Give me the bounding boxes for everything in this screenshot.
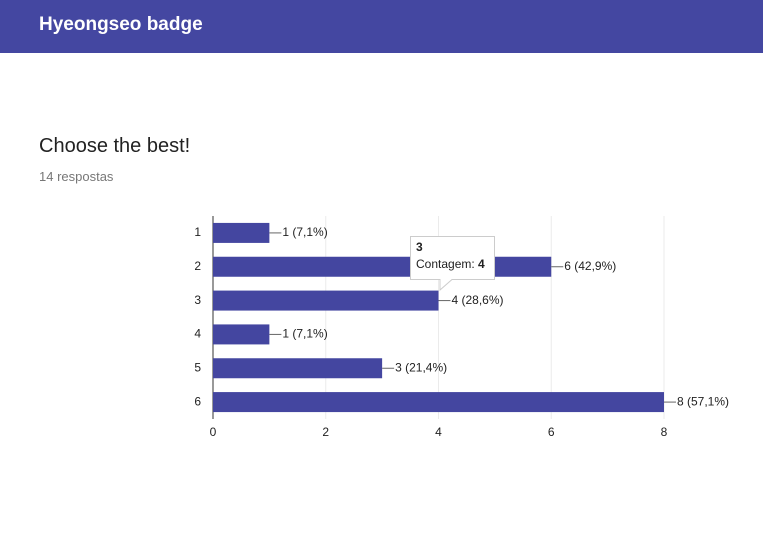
value-label: 6 (42,9%) <box>564 259 616 273</box>
y-tick-label: 6 <box>194 394 201 408</box>
question-title: Choose the best! <box>39 135 191 157</box>
header-title: Hyeongseo badge <box>39 14 203 35</box>
value-label: 8 (57,1%) <box>677 394 729 408</box>
bar <box>213 392 664 413</box>
bar <box>213 256 552 277</box>
value-label: 3 (21,4%) <box>395 360 447 374</box>
x-tick-label: 4 <box>435 425 442 439</box>
x-tick-label: 6 <box>548 425 555 439</box>
response-count: 14 respostas <box>39 169 114 184</box>
y-tick-label: 5 <box>194 360 201 374</box>
x-tick-label: 8 <box>661 425 668 439</box>
tooltip: 3 Contagem: 4 <box>410 236 495 292</box>
header: Hyeongseo badge <box>0 0 763 53</box>
bar <box>213 358 383 379</box>
y-tick-label: 2 <box>194 259 201 273</box>
y-tick-label: 1 <box>194 225 201 239</box>
bar <box>213 324 270 345</box>
bar <box>213 222 270 243</box>
tooltip-value: 4 <box>478 257 485 271</box>
y-tick-label: 4 <box>194 327 201 341</box>
value-label: 1 (7,1%) <box>282 225 327 239</box>
x-tick-label: 0 <box>210 425 217 439</box>
value-label: 1 (7,1%) <box>282 327 327 341</box>
bar <box>213 290 439 311</box>
tooltip-box <box>410 236 495 292</box>
y-tick-label: 3 <box>194 293 201 307</box>
x-tick-label: 2 <box>322 425 329 439</box>
value-label: 4 (28,6%) <box>452 293 504 307</box>
tooltip-label: Contagem: <box>416 257 475 271</box>
tooltip-title: 3 <box>416 240 423 254</box>
